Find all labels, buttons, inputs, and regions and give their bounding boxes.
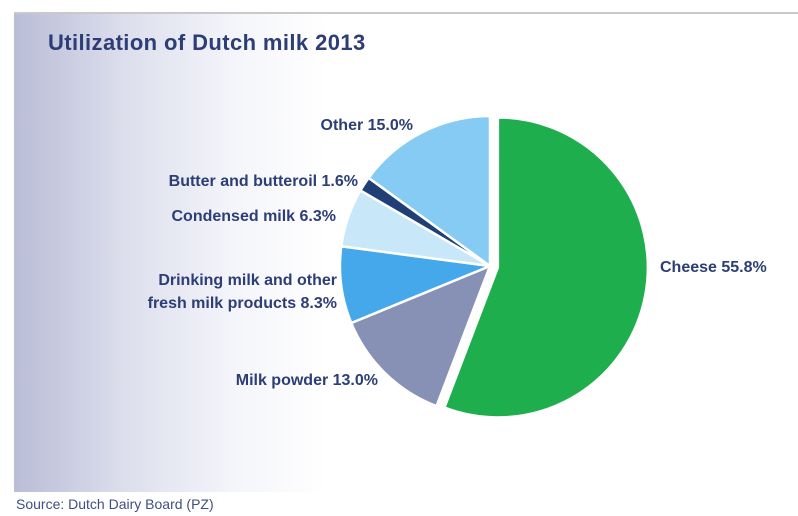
chart-title: Utilization of Dutch milk 2013 <box>48 30 366 55</box>
slice-label-cheese: Cheese 55.8% <box>660 259 767 276</box>
slice-label-other: Other 15.0% <box>321 117 413 134</box>
top-divider <box>14 12 798 14</box>
pie-slice-milk-powder <box>349 264 492 408</box>
pie-slice-other <box>367 114 492 268</box>
slice-label-drinking-milk-and-other-fresh-milk-products: Drinking milk and other fresh milk produc… <box>148 272 337 312</box>
slice-label-butter-and-butteroil: Butter and butteroil 1.6% <box>169 173 358 190</box>
pie-slice-cheese <box>443 116 650 419</box>
slice-label-condensed-milk: Condensed milk 6.3% <box>172 208 337 225</box>
slice-label-milk-powder: Milk powder 13.0% <box>236 372 378 389</box>
source-note: Source: Dutch Dairy Board (PZ) <box>16 496 214 512</box>
